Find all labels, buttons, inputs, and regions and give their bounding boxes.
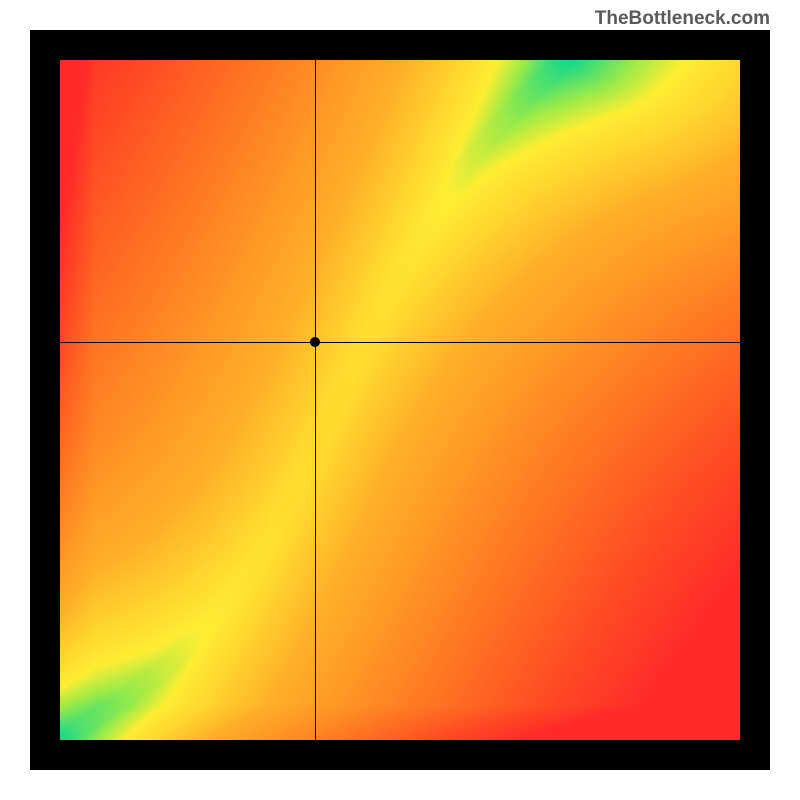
crosshair-marker xyxy=(310,337,320,347)
watermark-text: TheBottleneck.com xyxy=(595,8,770,30)
chart-frame xyxy=(30,30,770,770)
crosshair-horizontal xyxy=(60,342,740,343)
heatmap-canvas xyxy=(60,60,740,740)
crosshair-vertical xyxy=(315,60,316,740)
heatmap-plot xyxy=(60,60,740,740)
